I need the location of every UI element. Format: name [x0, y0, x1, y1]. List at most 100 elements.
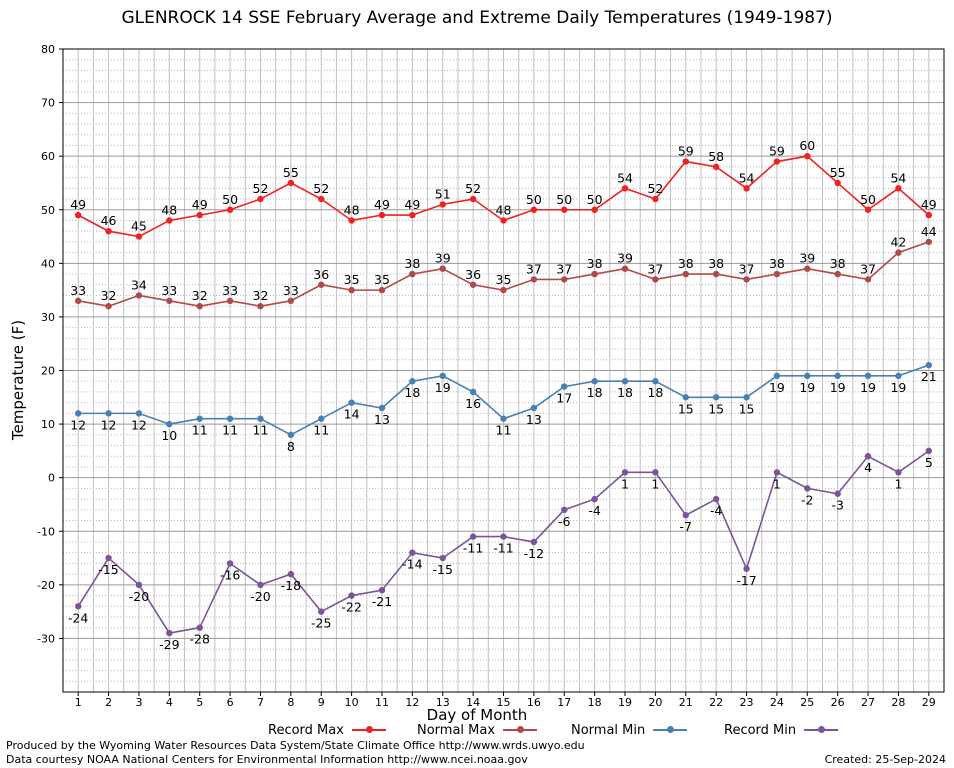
record-min-point: [743, 565, 750, 572]
y-tick-label: 80: [41, 43, 55, 56]
normal-max-point: [196, 303, 203, 310]
x-tick-label: 13: [436, 696, 450, 709]
normal-max-point: [500, 286, 507, 294]
normal-max-point: [257, 303, 264, 310]
normal-min-point: [105, 410, 112, 417]
normal-min-point: [196, 415, 203, 422]
normal-max-point: [682, 270, 689, 278]
record-max-point: [652, 195, 659, 203]
normal-max-data-label: 33: [283, 283, 299, 298]
normal-min-data-label: 18: [404, 385, 420, 400]
record-max-point: [925, 211, 933, 219]
y-axis-label: Temperature (F): [9, 319, 27, 441]
x-tick-label: 9: [318, 696, 325, 709]
normal-max-point: [621, 265, 629, 272]
record-max-data-label: 54: [739, 170, 755, 185]
record-min-data-label: 1: [894, 476, 902, 491]
record-min-point: [348, 592, 355, 599]
normal-max-point: [135, 292, 143, 299]
x-tick-label: 27: [861, 696, 875, 709]
normal-max-data-label: 38: [708, 256, 724, 271]
record-min-point: [895, 469, 902, 476]
y-tick-label: -30: [37, 632, 55, 645]
x-tick-label: 2: [105, 696, 112, 709]
normal-min-data-label: 12: [70, 417, 86, 432]
y-tick-label: 0: [48, 472, 55, 485]
record-min-point: [500, 533, 507, 540]
normal-max-point: [409, 270, 416, 278]
record-min-data-label: -22: [341, 600, 361, 615]
normal-min-data-label: 19: [435, 380, 451, 395]
record-min-point: [287, 570, 295, 578]
record-min-data-label: -2: [801, 492, 813, 507]
normal-min-data-label: 14: [344, 407, 360, 422]
record-max-data-label: 50: [860, 192, 876, 207]
legend-item-record-max: Record Max: [268, 722, 386, 738]
normal-min-point: [682, 394, 689, 401]
y-tick-label: 10: [41, 418, 55, 431]
normal-min-data-label: 21: [921, 369, 937, 384]
record-min-data-label: 1: [773, 476, 781, 491]
normal-min-data-label: 11: [496, 423, 512, 438]
normal-max-point: [652, 276, 659, 283]
normal-min-point: [561, 383, 568, 390]
normal-max-data-label: 38: [678, 256, 694, 271]
record-max-point: [712, 163, 720, 171]
record-max-point: [804, 152, 811, 160]
normal-max-data-label: 33: [70, 283, 86, 298]
record-max-data-label: 51: [435, 186, 451, 201]
normal-max-point: [318, 281, 325, 288]
record-min-data-label: -14: [402, 557, 422, 572]
y-tick-label: -20: [37, 579, 55, 592]
normal-max-point: [166, 297, 173, 305]
x-tick-label: 21: [679, 696, 693, 709]
record-max-data-label: 59: [769, 144, 785, 159]
normal-max-data-label: 39: [799, 251, 815, 266]
normal-min-data-label: 15: [739, 401, 755, 416]
normal-min-point: [652, 378, 659, 385]
normal-max-point: [773, 270, 781, 278]
normal-max-point: [895, 249, 902, 256]
record-max-data-label: 50: [526, 192, 542, 207]
normal-min-point: [925, 361, 933, 369]
normal-min-point: [318, 415, 325, 422]
record-max-point: [469, 195, 477, 203]
normal-max-data-label: 39: [617, 251, 633, 266]
legend-label-normal-max: Normal Max: [417, 722, 496, 738]
normal-min-point: [166, 420, 173, 428]
record-min-data-label: -21: [372, 594, 392, 609]
y-tick-label: 30: [41, 311, 55, 324]
record-max-data-label: 50: [587, 192, 603, 207]
normal-min-point: [257, 415, 264, 422]
x-tick-label: 24: [770, 696, 784, 709]
x-tick-label: 16: [527, 696, 541, 709]
chart-title: GLENROCK 14 SSE February Average and Ext…: [121, 8, 833, 28]
x-tick-label: 6: [227, 696, 234, 709]
record-min-data-label: -18: [281, 578, 301, 593]
record-min-point: [682, 511, 689, 519]
normal-max-point: [743, 276, 750, 283]
legend-item-normal-min: Normal Min: [571, 722, 688, 738]
record-max-point: [864, 206, 872, 213]
normal-min-data-label: 19: [890, 380, 906, 395]
normal-min-data-label: 18: [617, 385, 633, 400]
record-max-point: [895, 185, 902, 192]
normal-min-point: [834, 372, 841, 380]
record-min-point: [621, 469, 629, 476]
record-min-point: [378, 586, 386, 594]
record-min-point: [226, 560, 234, 567]
x-tick-label: 14: [466, 696, 480, 709]
normal-max-data-label: 35: [344, 272, 360, 287]
record-max-point: [834, 179, 841, 187]
record-max-data-label: 58: [708, 149, 724, 164]
normal-max-point: [561, 276, 568, 283]
record-min-point: [257, 581, 264, 589]
x-tick-label: 18: [588, 696, 602, 709]
footer-data-courtesy: Data courtesy NOAA National Centers for …: [6, 753, 528, 766]
normal-max-point: [864, 276, 872, 283]
normal-max-data-label: 42: [890, 235, 906, 250]
normal-max-data-label: 39: [435, 251, 451, 266]
record-min-data-label: 5: [925, 455, 933, 470]
record-min-data-label: 1: [621, 476, 629, 491]
